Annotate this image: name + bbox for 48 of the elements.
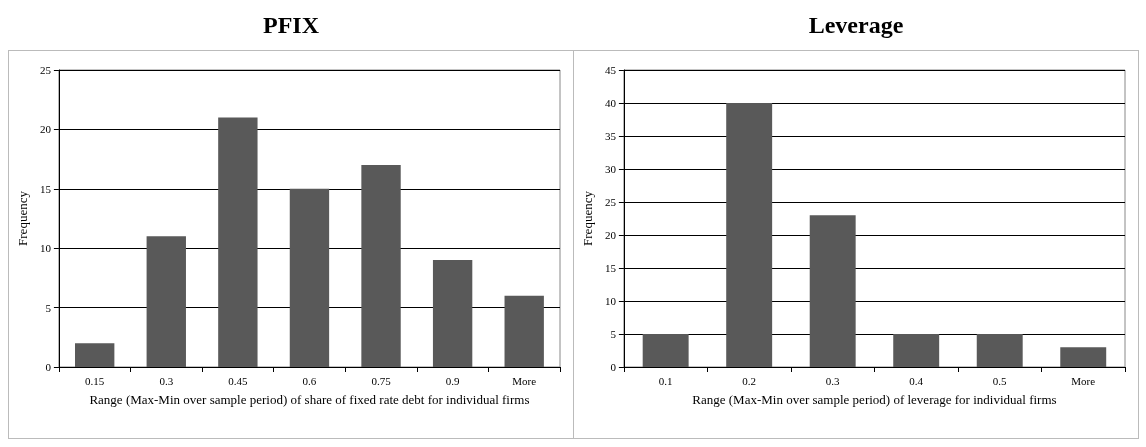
x-tick-label: 0.1 <box>658 374 673 387</box>
bar <box>642 334 689 367</box>
y-tick-label: 30 <box>604 163 617 175</box>
y-tick-label: 20 <box>604 229 617 241</box>
y-tick-label: 25 <box>39 64 52 76</box>
y-tick-label: 20 <box>39 123 52 136</box>
y-tick-label: 15 <box>604 262 617 274</box>
x-axis-title: Range (Max-Min over sample period) of leverage for individual firms <box>692 391 1057 407</box>
x-tick-label: 0.3 <box>159 374 174 387</box>
y-tick-label: 40 <box>604 97 617 109</box>
bar <box>218 117 258 367</box>
x-tick-label: 0.45 <box>228 374 248 387</box>
bar <box>1060 347 1107 367</box>
y-tick-label: 10 <box>39 242 52 255</box>
x-tick-label: 0.15 <box>85 374 105 387</box>
y-axis-title: Frequency <box>15 190 30 246</box>
x-tick-label: 0.75 <box>371 374 392 387</box>
bar <box>504 295 544 367</box>
bar <box>289 188 330 367</box>
bar <box>976 334 1023 367</box>
bar <box>146 236 186 367</box>
x-tick-label: More <box>1071 374 1096 387</box>
bar <box>726 103 773 367</box>
y-tick-label: 5 <box>610 328 617 340</box>
y-tick-label: 45 <box>604 64 617 76</box>
x-tick-label: 0.2 <box>742 374 757 387</box>
y-tick-label: 25 <box>604 196 617 208</box>
bar <box>75 343 115 367</box>
bar <box>432 260 473 367</box>
x-tick-label: 0.4 <box>909 374 924 387</box>
x-tick-label: More <box>512 374 537 387</box>
y-tick-label: 5 <box>45 301 52 314</box>
y-tick-label: 10 <box>604 295 617 307</box>
x-tick-label: 0.5 <box>992 374 1008 387</box>
y-tick-label: 0 <box>610 361 617 373</box>
chart-title: PFIX <box>263 12 320 38</box>
chart-title: Leverage <box>808 12 904 38</box>
y-tick-label: 0 <box>45 361 52 373</box>
y-tick-label: 35 <box>604 130 617 142</box>
y-tick-label: 15 <box>39 182 52 195</box>
bar <box>893 334 940 367</box>
y-axis-title: Frequency <box>580 190 595 246</box>
x-tick-label: 0.9 <box>445 374 460 387</box>
bar <box>809 215 856 367</box>
x-axis-title: Range (Max-Min over sample period) of share of fixed rate debt for individual firms <box>89 391 530 407</box>
x-tick-label: 0.3 <box>825 374 841 387</box>
x-tick-label: 0.6 <box>302 374 317 387</box>
bar <box>361 165 401 367</box>
